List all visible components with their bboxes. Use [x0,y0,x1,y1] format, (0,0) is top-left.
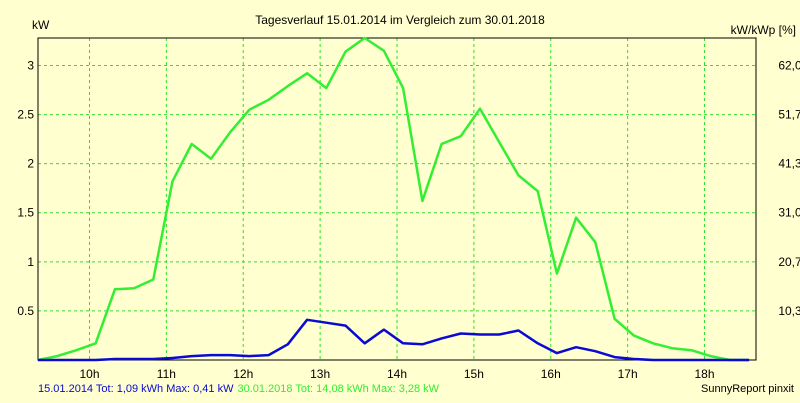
series-line-15-01-2014 [38,318,750,362]
x-tick-label: 10h [79,367,99,381]
y-tick-label-left: 0.5 [17,304,34,318]
y-tick-label-right: 62,0 [778,58,800,72]
chart-title: Tagesverlauf 15.01.2014 im Vergleich zum… [255,13,545,27]
x-tick-label: 12h [233,367,253,381]
y-tick-label-right: 51,7 [778,108,800,122]
plot-area [37,37,757,361]
legend-series-2014: 15.01.2014 Tot: 1,09 kWh Max: 0,41 kW [38,383,234,395]
y-axis-ticks-left: 0.5 1 1.5 2 2.5 3 [17,58,34,317]
x-tick-label: 11h [157,367,176,381]
y-axis-label-right: kW/kWp [%] [731,23,796,37]
y-tick-label-right: 20,7 [778,255,800,269]
x-tick-label: 17h [618,367,638,381]
y-tick-label-left: 1 [27,255,34,269]
grid [38,38,756,360]
x-axis-ticks: 10h 11h 12h 13h 14h 15h 16h 17h 18h [79,367,714,381]
legend-footer: 15.01.2014 Tot: 1,09 kWh Max: 0,41 kW 30.… [38,383,443,395]
x-tick-label: 18h [694,367,714,381]
y-axis-label-left: kW [32,18,50,32]
y-axis-ticks-right: 10,3 20,7 31,0 41,3 51,7 62,0 [778,58,800,317]
x-tick-label: 13h [310,367,330,381]
y-tick-label-left: 2 [27,157,34,171]
series-line-30-01-2018 [37,36,750,362]
y-tick-label-left: 2.5 [17,108,34,122]
y-tick-label-left: 3 [27,58,34,72]
x-tick-label: 16h [541,367,561,381]
series-layer [37,36,750,362]
x-tick-label: 15h [464,367,484,381]
y-tick-label-right: 41,3 [778,157,800,171]
y-tick-label-right: 31,0 [778,206,800,220]
y-tick-label-right: 10,3 [778,304,800,318]
y-tick-label-left: 1.5 [17,206,34,220]
legend-series-2018: 30.01.2018 Tot: 14,08 kWh Max: 3,28 kW [237,383,440,395]
x-tick-label: 14h [387,367,407,381]
credit-text: SunnyReport pinxit [701,383,794,395]
